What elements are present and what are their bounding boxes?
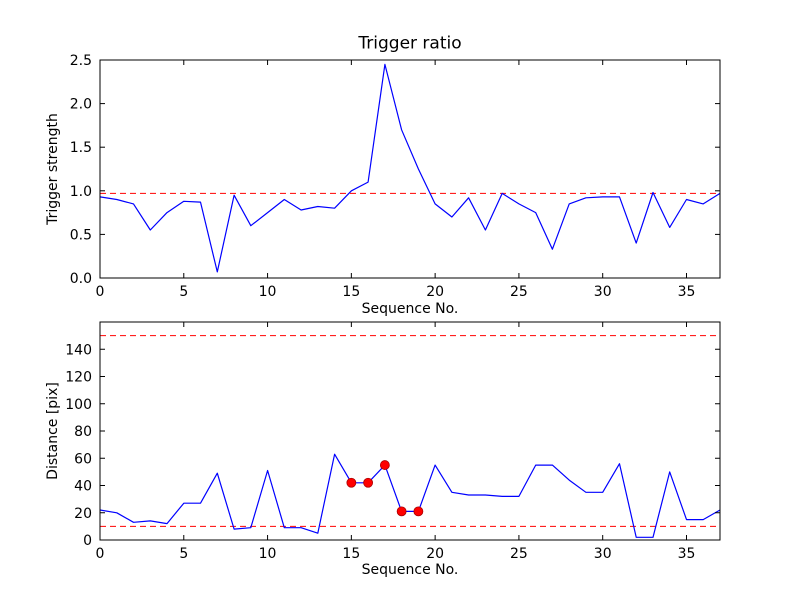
y-tick-label: 100: [65, 397, 92, 413]
y-tick-label: 40: [74, 479, 92, 495]
bottom-plot-xlabel: Sequence No.: [361, 562, 459, 578]
x-tick-label: 35: [678, 546, 696, 562]
top-plot-ylabel: Trigger strength: [45, 113, 61, 225]
y-tick-label: 0: [83, 533, 92, 549]
distance-event-marker: [379, 460, 390, 470]
x-tick-label: 15: [342, 284, 360, 300]
distance-event-marker: [363, 477, 374, 488]
y-tick-label: 1.0: [70, 184, 92, 200]
y-tick-label: 20: [74, 506, 92, 522]
distance-series-line: [99, 453, 721, 538]
distance-axes: 0 5 10 15 20 25 30 35 0 20 40 60 80 100 120 140: [65, 321, 721, 562]
trigger-ratio-series-line: [99, 63, 721, 273]
x-tick-label: 5: [179, 546, 188, 562]
distance-frame: [99, 321, 721, 541]
y-tick-label: 0.0: [70, 271, 92, 287]
trigger-ratio-frame: [99, 59, 721, 279]
x-tick-label: 25: [510, 284, 528, 300]
y-tick-label: 140: [65, 342, 92, 358]
x-tick-label: 35: [678, 284, 696, 300]
x-tick-label: 10: [259, 546, 277, 562]
y-tick-label: 2.5: [70, 53, 92, 69]
bottom-plot-ylabel: Distance [pix]: [45, 382, 61, 480]
y-tick-label: 2.0: [70, 97, 92, 113]
x-tick-label: 10: [259, 284, 277, 300]
distance-event-marker: [396, 506, 407, 517]
y-tick-label: 0.5: [70, 227, 92, 243]
top-plot-xlabel: Sequence No.: [361, 301, 459, 317]
y-tick-label: 1.5: [70, 140, 92, 156]
y-tick-label: 60: [74, 451, 92, 467]
x-tick-label: 20: [426, 546, 444, 562]
x-tick-label: 0: [96, 284, 105, 300]
distance-event-marker: [413, 506, 424, 517]
x-tick-label: 30: [594, 284, 612, 300]
distance-event-marker: [346, 477, 357, 488]
x-tick-label: 5: [179, 284, 188, 300]
x-tick-label: 25: [510, 546, 528, 562]
x-tick-label: 20: [426, 284, 444, 300]
y-tick-label: 120: [65, 370, 92, 386]
x-tick-label: 30: [594, 546, 612, 562]
x-tick-label: 0: [96, 546, 105, 562]
top-plot-title: Trigger ratio: [358, 33, 462, 54]
y-tick-label: 80: [74, 424, 92, 440]
trigger-ratio-axes: 0 5 10 15 20 25 30 35 0.0 0.5 1.0 1.5 2.0 2.5: [70, 53, 721, 300]
x-tick-label: 15: [342, 546, 360, 562]
